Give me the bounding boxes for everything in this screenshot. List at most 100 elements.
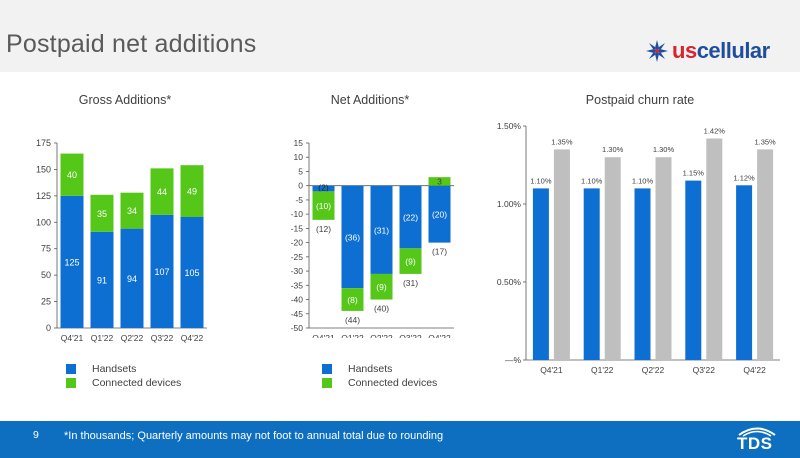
gross-additions-title: Gross Additions*	[78, 93, 172, 107]
x-tick-label: Q2'22	[121, 333, 144, 343]
net-additions-chart: 15 10 5 0 -5 -10 -15 -20 -25 -30 -35 -40 -45 -50 (2) (1…	[291, 138, 454, 338]
bar-handsets	[399, 185, 422, 249]
data-label: 91	[97, 275, 107, 285]
legend-item-handsets: Handsets	[322, 362, 437, 376]
data-label: 1.10%	[632, 176, 654, 185]
tds-logo-text: TDS	[737, 434, 773, 453]
y-tick-label: 150	[36, 164, 51, 174]
data-label: 107	[154, 267, 169, 277]
page-number: 9	[33, 429, 39, 441]
x-tick-label: Q4'21	[61, 333, 84, 343]
data-label: 1.30%	[602, 145, 624, 154]
x-tick-label: Q1'22	[341, 333, 364, 338]
y-tick-label: 0.50%	[497, 277, 522, 287]
data-label: 1.30%	[653, 145, 675, 154]
y-tick-label: -45	[291, 309, 304, 319]
x-tick-label: Q3'22	[399, 333, 422, 338]
churn-rate-title: Postpaid churn rate	[585, 93, 695, 107]
uscellular-logo: uscellular	[645, 36, 770, 66]
data-label: 125	[64, 257, 79, 267]
x-tick-label: Q4'22	[181, 333, 204, 343]
bar-connected	[399, 248, 422, 274]
bar-handsets	[634, 188, 651, 360]
x-tick-label: Q4'21	[312, 333, 335, 338]
x-tick-label: Q4'22	[743, 365, 766, 375]
data-label: (36)	[345, 232, 360, 242]
bar-connected	[120, 192, 144, 229]
data-label: (8)	[347, 295, 358, 305]
bar-total-postpaid	[655, 157, 672, 360]
bar-connected	[341, 288, 364, 311]
data-label: 34	[127, 206, 137, 216]
y-tick-label: -5	[295, 195, 303, 205]
data-label: (2)	[318, 182, 329, 192]
data-label: 44	[157, 187, 167, 197]
tds-logo-arc-icon	[738, 427, 776, 437]
y-tick-label: -40	[291, 295, 304, 305]
y-tick-label: -30	[291, 266, 304, 276]
data-label: 1.15%	[683, 169, 705, 178]
bar-connected	[312, 191, 335, 220]
total-label: (12)	[316, 224, 331, 234]
footnote: *In thousands; Quarterly amounts may not…	[64, 430, 444, 442]
bar-handsets	[312, 185, 335, 192]
y-tick-label: 5	[298, 166, 303, 176]
legend-item-connected: Connected devices	[322, 376, 437, 390]
bar-handsets	[90, 231, 114, 328]
x-tick-label: Q4'21	[540, 365, 563, 375]
legend-item-connected: Connected devices	[66, 376, 181, 390]
y-tick-label: —%	[505, 355, 522, 365]
net-additions-legend: Handsets Connected devices	[322, 362, 437, 390]
data-label: 1.10%	[530, 176, 552, 185]
bar-handsets	[370, 185, 393, 274]
bar-total-postpaid	[604, 157, 621, 360]
bar-total-postpaid	[553, 149, 570, 360]
data-label: 3	[437, 176, 442, 186]
data-label: 40	[67, 170, 77, 180]
bar-handsets	[341, 185, 364, 289]
bar-connected	[90, 194, 114, 232]
y-tick-label: -15	[291, 223, 304, 233]
star-burst-icon	[646, 40, 668, 62]
bar-handsets	[736, 185, 753, 360]
x-tick-label: Q4'22	[428, 333, 451, 338]
gross-additions-legend: Handsets Connected devices	[66, 362, 181, 390]
data-label: 1.35%	[754, 137, 776, 146]
y-tick-label: 0	[298, 181, 303, 191]
bar-handsets	[180, 217, 204, 328]
footer-band	[0, 421, 800, 458]
data-label: 35	[97, 209, 107, 219]
bar-connected	[60, 153, 84, 196]
total-label: (40)	[374, 304, 389, 314]
bar-handsets	[120, 228, 144, 328]
y-tick-label: 15	[294, 138, 304, 148]
bar-total-postpaid	[757, 149, 774, 360]
y-tick-label: 75	[41, 244, 51, 254]
data-label: 1.42%	[704, 126, 726, 135]
x-tick-label: Q3'22	[693, 365, 716, 375]
y-tick-label: 0	[46, 323, 51, 333]
y-tick-label: 125	[36, 191, 51, 201]
net-additions-title: Net Additions*	[330, 93, 410, 107]
x-tick-label: Q2'22	[370, 333, 393, 338]
legend-item-handsets: Handsets	[66, 362, 181, 376]
data-label: 1.12%	[733, 173, 755, 182]
total-label: (31)	[403, 278, 418, 288]
data-label: 105	[184, 268, 199, 278]
data-label: (9)	[405, 257, 416, 267]
x-tick-label: Q2'22	[642, 365, 665, 375]
gross-additions-chart: 0 25 50 75 100 125 150 175 125 40 Q4'21 91 35 Q1'22 94…	[36, 138, 207, 343]
logo-text: uscellular	[672, 38, 770, 63]
y-tick-label: -35	[291, 280, 304, 290]
y-tick-label: -10	[291, 209, 304, 219]
bar-handsets	[583, 188, 600, 360]
data-label: (9)	[376, 282, 387, 292]
bar-handsets	[150, 214, 174, 328]
bar-connected	[370, 273, 393, 300]
x-tick-label: Q1'22	[591, 365, 614, 375]
y-tick-label: 25	[41, 297, 51, 307]
data-label: 94	[127, 274, 137, 284]
x-tick-label: Q1'22	[91, 333, 114, 343]
data-label: 49	[187, 187, 197, 197]
y-tick-label: -20	[291, 238, 304, 248]
